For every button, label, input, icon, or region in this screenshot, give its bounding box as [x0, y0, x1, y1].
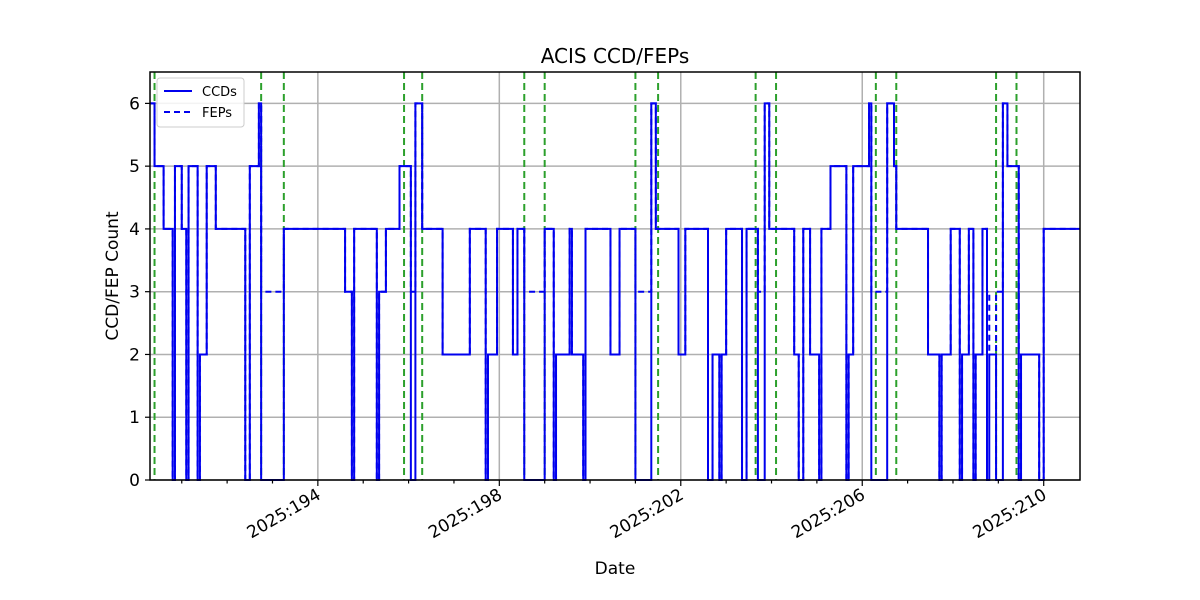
- x-tick-label: 2025:194: [244, 485, 325, 543]
- y-axis: 0 1 2 3 4 5 6: [129, 94, 150, 491]
- x-axis: 2025:194 2025:198 2025:202 2025:206 2025:210: [181, 480, 1051, 543]
- y-tick-label: 5: [129, 157, 140, 177]
- legend: CCDs FEPs: [156, 77, 245, 128]
- x-axis-label: Date: [595, 559, 636, 579]
- grid: [150, 72, 1080, 481]
- y-tick-label: 2: [129, 345, 140, 365]
- x-tick-label: 2025:206: [788, 485, 869, 543]
- y-axis-label: CCD/FEP Count: [103, 211, 123, 341]
- plot-frame: [149, 71, 1081, 481]
- y-tick-label: 1: [129, 408, 140, 428]
- y-tick-label: 6: [129, 94, 140, 114]
- y-tick-label: 4: [129, 220, 140, 240]
- series-line-feps: [150, 102, 1080, 481]
- legend-label-ccds: CCDs: [202, 85, 237, 100]
- chart-title: ACIS CCD/FEPs: [541, 44, 690, 68]
- x-tick-label: 2025:198: [425, 485, 506, 543]
- y-tick-label: 3: [129, 283, 140, 303]
- legend-label-feps: FEPs: [202, 106, 232, 121]
- x-tick-label: 2025:202: [607, 485, 688, 543]
- y-tick-label: 0: [129, 471, 140, 491]
- x-tick-label: 2025:210: [970, 485, 1051, 543]
